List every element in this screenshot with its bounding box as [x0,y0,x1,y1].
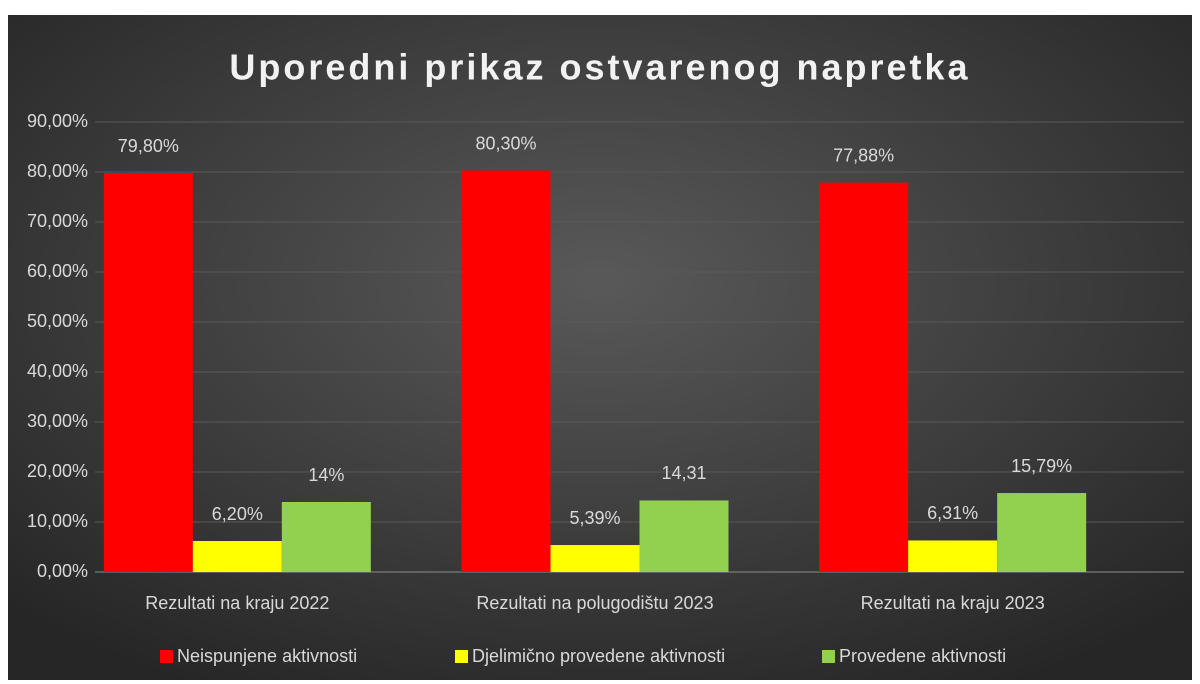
value-label: 6,20% [212,504,263,524]
y-tick-label: 80,00% [27,161,88,181]
x-tick-label: Rezultati na kraju 2023 [861,593,1045,613]
value-label: 77,88% [833,145,894,165]
y-tick-label: 60,00% [27,261,88,281]
y-tick-label: 90,00% [27,111,88,131]
x-tick-label: Rezultati na polugodištu 2023 [476,593,713,613]
value-label: 14,31 [661,463,706,483]
bar [461,170,551,572]
bar [639,500,729,572]
bar [281,502,371,572]
bar [997,493,1087,572]
y-tick-label: 50,00% [27,311,88,331]
bar [192,541,282,572]
value-label: 80,30% [475,133,536,153]
value-label: 79,80% [118,136,179,156]
legend-swatch [160,650,173,663]
legend-label: Neispunjene aktivnosti [177,646,357,666]
legend-swatch [455,650,468,663]
y-tick-label: 40,00% [27,361,88,381]
x-tick-label: Rezultati na kraju 2022 [145,593,329,613]
bar [103,173,193,572]
value-label: 14% [308,465,344,485]
value-label: 6,31% [927,503,978,523]
bar [550,545,640,572]
y-tick-label: 30,00% [27,411,88,431]
legend-swatch [822,650,835,663]
legend-label: Provedene aktivnosti [839,646,1006,666]
legend-label: Djelimično provedene aktivnosti [472,646,725,666]
y-tick-label: 10,00% [27,511,88,531]
bar [819,182,909,572]
y-tick-label: 0,00% [37,561,88,581]
value-label: 15,79% [1011,456,1072,476]
y-tick-label: 20,00% [27,461,88,481]
value-label: 5,39% [569,508,620,528]
y-tick-label: 70,00% [27,211,88,231]
chart-title: Uporedni prikaz ostvarenog napretka [229,47,970,88]
bar [908,540,998,572]
